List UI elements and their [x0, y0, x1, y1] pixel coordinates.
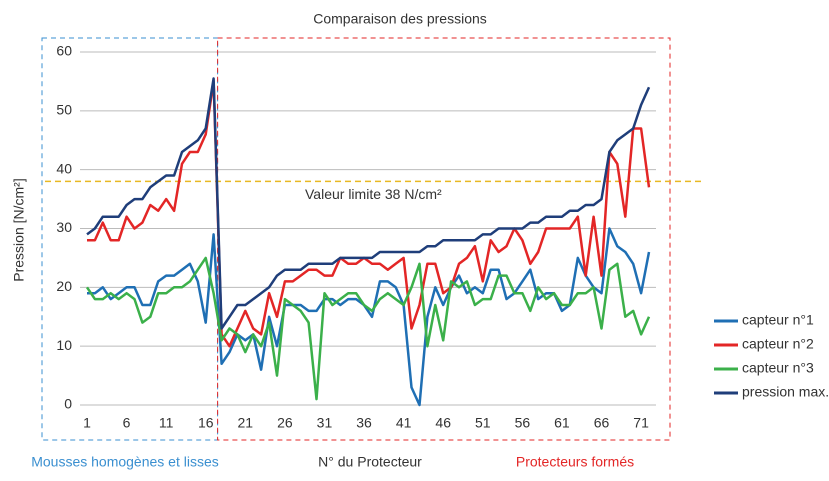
- y-tick-label: 50: [56, 102, 72, 118]
- y-tick-label: 40: [56, 160, 72, 176]
- y-tick-label: 60: [56, 43, 72, 59]
- x-tick-label: 26: [277, 415, 293, 431]
- x-tick-label: 11: [159, 415, 174, 431]
- region-label: Protecteurs formés: [516, 454, 634, 470]
- x-tick-label: 41: [396, 415, 412, 431]
- x-tick-label: 6: [123, 415, 131, 431]
- y-axis-label: Pression [N/cm²]: [11, 178, 27, 281]
- series-line: [85, 256, 651, 401]
- threshold-label: Valeur limite 38 N/cm²: [305, 186, 442, 202]
- x-tick-label: 31: [317, 415, 333, 431]
- x-tick-label: 51: [475, 415, 491, 431]
- x-tick-label: 21: [238, 415, 254, 431]
- x-axis-label: N° du Protecteur: [318, 454, 422, 470]
- x-tick-label: 61: [554, 415, 570, 431]
- region-label: Mousses homogènes et lisses: [31, 454, 219, 470]
- series-line: [87, 227, 651, 407]
- region-box: [41, 37, 219, 441]
- series-line: [86, 77, 651, 330]
- legend-label: capteur n°3: [742, 360, 814, 376]
- y-tick-label: 20: [56, 278, 72, 294]
- x-tick-label: 66: [594, 415, 610, 431]
- legend-label: capteur n°1: [742, 312, 814, 328]
- legend-label: pression max.: [742, 384, 829, 400]
- y-tick-label: 30: [56, 219, 72, 235]
- region-box: [217, 37, 671, 441]
- x-tick-label: 46: [435, 415, 451, 431]
- x-tick-label: 16: [198, 415, 214, 431]
- legend-label: capteur n°2: [742, 336, 814, 352]
- x-tick-label: 71: [633, 415, 649, 431]
- y-tick-label: 10: [56, 337, 72, 353]
- x-tick-label: 1: [83, 415, 91, 431]
- x-tick-label: 36: [356, 415, 372, 431]
- y-tick-label: 0: [64, 396, 72, 412]
- x-tick-label: 56: [515, 415, 531, 431]
- chart-title: Comparaison des pressions: [313, 11, 487, 27]
- series-line: [87, 80, 651, 348]
